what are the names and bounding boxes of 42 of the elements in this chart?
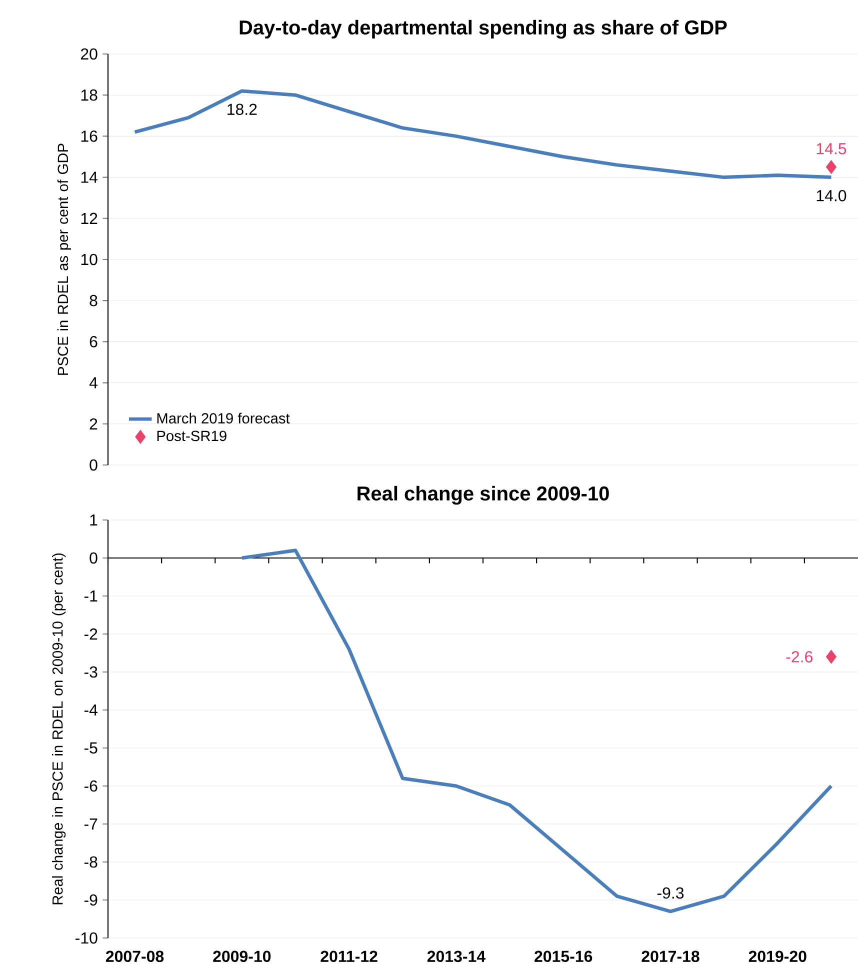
legend-label: Post-SR19 bbox=[157, 430, 226, 442]
y-tick-label: 6 bbox=[90, 336, 98, 348]
data-label: -9.3 bbox=[657, 887, 684, 899]
y-tick-label: -8 bbox=[84, 856, 98, 868]
y-tick-label: 1 bbox=[90, 514, 98, 526]
y-tick-label: 12 bbox=[81, 212, 98, 224]
y-tick-label: 18 bbox=[81, 89, 98, 101]
line-series bbox=[240, 548, 833, 914]
chart-title: Real change since 2009-10 bbox=[358, 486, 609, 505]
x-tick-label: 2017-18 bbox=[642, 950, 700, 962]
data-label: 14.5 bbox=[816, 143, 846, 154]
y-tick-label: 0 bbox=[90, 552, 98, 564]
x-tick-label: 2015-16 bbox=[534, 950, 592, 962]
y-tick-label: -6 bbox=[84, 780, 98, 792]
data-label: 14.0 bbox=[816, 190, 846, 202]
y-tick-label: 4 bbox=[89, 377, 98, 388]
y-tick-label: 16 bbox=[81, 130, 98, 142]
x-tick-label: 2011-12 bbox=[320, 950, 378, 962]
x-tick-label: 2019-20 bbox=[748, 950, 806, 962]
y-tick-label: -2 bbox=[84, 628, 98, 640]
y-tick-label: 8 bbox=[90, 294, 98, 306]
y-tick-label: -5 bbox=[84, 742, 98, 754]
y-tick-label: -10 bbox=[76, 932, 98, 944]
y-tick-label: -4 bbox=[84, 704, 98, 716]
y-tick-label: 10 bbox=[81, 254, 98, 266]
y-tick-label: 0 bbox=[90, 459, 98, 471]
x-tick-label: 2009-10 bbox=[213, 950, 271, 962]
y-tick-label: -7 bbox=[84, 818, 98, 830]
y-tick-label: -1 bbox=[84, 590, 98, 602]
legend-label: March 2019 forecast bbox=[157, 412, 290, 424]
y-tick-label: 2 bbox=[90, 418, 98, 430]
y-tick-label: -3 bbox=[84, 666, 98, 678]
x-tick-label: 2013-14 bbox=[427, 950, 486, 962]
data-label: -2.6 bbox=[786, 651, 812, 662]
y-tick-label: 14 bbox=[81, 172, 98, 183]
y-tick-label: 20 bbox=[80, 48, 98, 60]
y-axis-title: PSCE in RDEL as per cent of GDP bbox=[57, 144, 71, 375]
data-label: 18.2 bbox=[228, 104, 257, 116]
x-tick-label: 2007-08 bbox=[106, 950, 164, 962]
chart-title: Day-to-day departmental spending as share of GDP bbox=[240, 20, 727, 39]
y-axis-title: Real change in PSCE in RDEL on 2009-10 (per cent) bbox=[52, 553, 66, 904]
y-tick-label: -9 bbox=[84, 894, 98, 906]
